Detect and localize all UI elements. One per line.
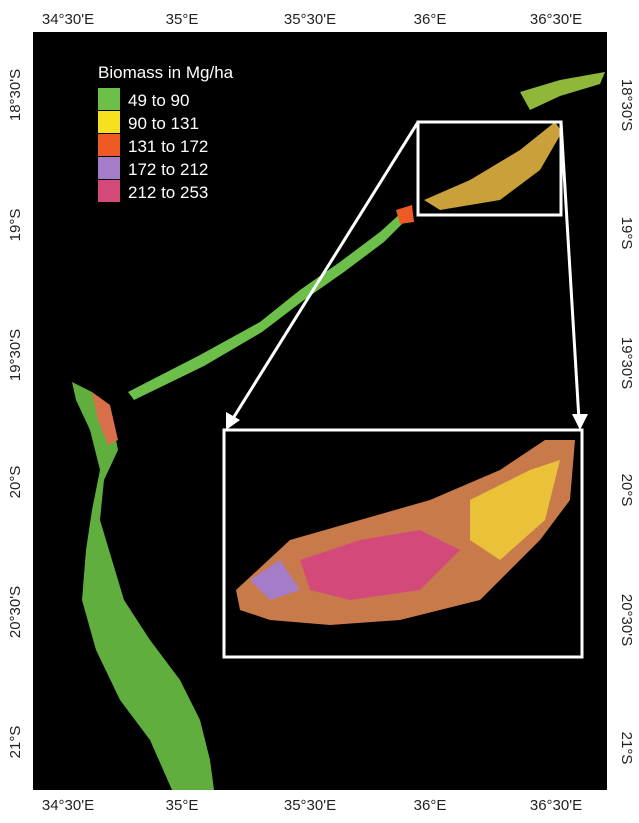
legend-swatch bbox=[98, 157, 120, 179]
latitude-label-right: 20°S bbox=[618, 474, 635, 507]
latitude-label-right: 21°S bbox=[618, 732, 635, 765]
map-figure: Biomass in Mg/ha 49 to 90 90 to 131 131 to… bbox=[0, 0, 639, 818]
latitude-label-left: 18°30'S bbox=[7, 69, 24, 121]
longitude-label-bottom: 35°E bbox=[166, 797, 199, 814]
latitude-label-left: 20°S bbox=[7, 466, 24, 499]
latitude-label-right: 19°30'S bbox=[618, 337, 635, 389]
legend-label: 212 to 253 bbox=[128, 183, 208, 202]
latitude-label-left: 19°S bbox=[7, 209, 24, 242]
longitude-label-top: 35°30'E bbox=[284, 11, 336, 28]
longitude-label-bottom: 34°30'E bbox=[42, 797, 94, 814]
longitude-label-bottom: 36°E bbox=[414, 797, 447, 814]
longitude-label-bottom: 35°30'E bbox=[284, 797, 336, 814]
latitude-label-left: 20°30'S bbox=[7, 586, 24, 638]
latitude-label-right: 20°30'S bbox=[618, 594, 635, 646]
legend-swatch bbox=[98, 88, 120, 110]
longitude-label-top: 34°30'E bbox=[42, 11, 94, 28]
legend-label: 131 to 172 bbox=[128, 137, 208, 156]
longitude-label-bottom: 36°30'E bbox=[530, 797, 582, 814]
longitude-label-top: 36°30'E bbox=[530, 11, 582, 28]
legend-title: Biomass in Mg/ha bbox=[98, 63, 234, 82]
latitude-label-left: 21°S bbox=[7, 726, 24, 759]
legend-label: 172 to 212 bbox=[128, 160, 208, 179]
latitude-label-right: 18°30'S bbox=[618, 79, 635, 131]
legend-swatch bbox=[98, 111, 120, 133]
legend-swatch bbox=[98, 180, 120, 202]
latitude-label-left: 19°30'S bbox=[7, 329, 24, 381]
legend-label: 90 to 131 bbox=[128, 114, 199, 133]
legend-label: 49 to 90 bbox=[128, 91, 189, 110]
longitude-label-top: 36°E bbox=[414, 11, 447, 28]
longitude-label-top: 35°E bbox=[166, 11, 199, 28]
legend-swatch bbox=[98, 134, 120, 156]
latitude-label-right: 19°S bbox=[618, 217, 635, 250]
